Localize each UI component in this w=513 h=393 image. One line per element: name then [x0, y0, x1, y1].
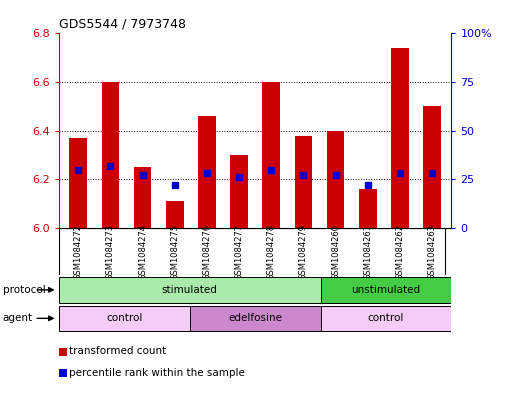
Text: unstimulated: unstimulated — [351, 285, 421, 295]
Text: GSM1084273: GSM1084273 — [106, 224, 115, 279]
Bar — [166, 201, 184, 228]
Text: GSM1084272: GSM1084272 — [74, 224, 83, 279]
Text: agent: agent — [3, 313, 33, 323]
Text: GSM1084279: GSM1084279 — [299, 224, 308, 279]
Text: GSM1084277: GSM1084277 — [234, 224, 244, 279]
Bar — [423, 107, 441, 228]
Bar — [321, 277, 451, 303]
Text: GSM1084262: GSM1084262 — [396, 224, 404, 279]
Bar — [198, 116, 216, 228]
Bar — [59, 277, 321, 303]
Bar — [327, 130, 345, 228]
Text: GSM1084275: GSM1084275 — [170, 224, 180, 279]
Bar — [134, 167, 151, 228]
Text: percentile rank within the sample: percentile rank within the sample — [69, 367, 245, 378]
Text: edelfosine: edelfosine — [228, 313, 282, 323]
Bar — [263, 82, 280, 228]
Text: control: control — [106, 313, 143, 323]
Text: control: control — [368, 313, 404, 323]
Bar — [294, 136, 312, 228]
Text: GSM1084263: GSM1084263 — [428, 224, 437, 279]
Bar — [391, 48, 409, 228]
Text: GSM1084260: GSM1084260 — [331, 224, 340, 279]
Text: GSM1084276: GSM1084276 — [203, 224, 211, 279]
Text: transformed count: transformed count — [69, 346, 167, 356]
Text: GSM1084274: GSM1084274 — [138, 224, 147, 279]
Text: protocol: protocol — [3, 285, 45, 295]
Bar — [69, 138, 87, 228]
Bar — [321, 306, 451, 331]
Text: GDS5544 / 7973748: GDS5544 / 7973748 — [59, 18, 186, 31]
Bar — [190, 306, 321, 331]
Bar — [230, 155, 248, 228]
Bar — [102, 82, 120, 228]
Bar — [359, 189, 377, 228]
Bar — [59, 306, 190, 331]
Text: GSM1084261: GSM1084261 — [363, 224, 372, 279]
Text: GSM1084278: GSM1084278 — [267, 224, 276, 279]
Text: stimulated: stimulated — [162, 285, 218, 295]
